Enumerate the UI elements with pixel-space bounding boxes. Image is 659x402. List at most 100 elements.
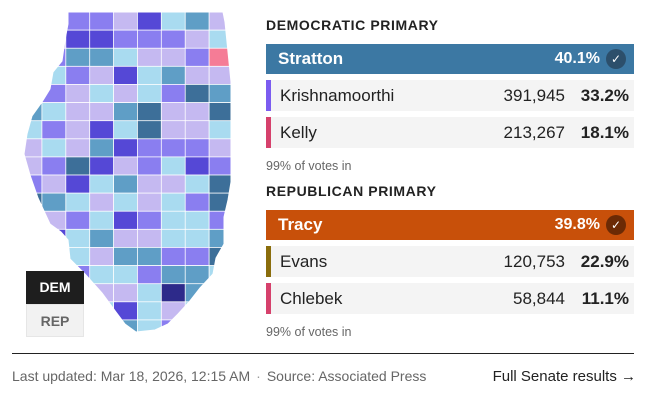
county-shape[interactable]: [184, 174, 210, 194]
county-shape[interactable]: [41, 246, 67, 267]
county-shape[interactable]: [160, 47, 186, 67]
county-shape[interactable]: [160, 12, 186, 31]
county-shape[interactable]: [41, 120, 67, 140]
county-shape[interactable]: [65, 156, 91, 176]
county-shape[interactable]: [160, 138, 186, 158]
county-shape[interactable]: [41, 138, 67, 158]
county-shape[interactable]: [41, 192, 67, 212]
county-shape[interactable]: [89, 65, 115, 85]
county-shape[interactable]: [137, 102, 162, 122]
county-shape[interactable]: [41, 65, 67, 85]
county-shape[interactable]: [41, 156, 67, 176]
county-shape[interactable]: [89, 265, 115, 285]
county-shape[interactable]: [160, 29, 186, 49]
county-shape[interactable]: [89, 174, 115, 194]
county-shape[interactable]: [184, 138, 210, 158]
county-shape[interactable]: [18, 84, 43, 104]
county-shape[interactable]: [18, 29, 43, 49]
county-shape[interactable]: [137, 228, 162, 249]
county-shape[interactable]: [18, 156, 43, 176]
county-shape[interactable]: [160, 228, 186, 249]
county-shape[interactable]: [65, 84, 91, 104]
county-shape[interactable]: [65, 102, 91, 122]
county-shape[interactable]: [113, 120, 139, 140]
county-shape[interactable]: [137, 246, 162, 267]
county-shape[interactable]: [113, 228, 139, 249]
county-shape[interactable]: [113, 84, 139, 104]
county-shape[interactable]: [137, 120, 162, 140]
county-shape[interactable]: [184, 65, 210, 85]
county-shape[interactable]: [184, 84, 210, 104]
county-shape[interactable]: [160, 283, 186, 303]
county-shape[interactable]: [137, 12, 162, 31]
county-shape[interactable]: [41, 174, 67, 194]
dem-toggle-button[interactable]: DEM: [26, 271, 84, 304]
county-shape[interactable]: [65, 138, 91, 158]
county-shape[interactable]: [113, 12, 139, 31]
county-shape[interactable]: [208, 102, 233, 122]
county-shape[interactable]: [137, 29, 162, 49]
county-shape[interactable]: [113, 301, 139, 321]
county-shape[interactable]: [89, 210, 115, 230]
rep-toggle-button[interactable]: REP: [26, 304, 84, 337]
county-shape[interactable]: [184, 29, 210, 49]
county-shape[interactable]: [184, 156, 210, 176]
county-shape[interactable]: [184, 47, 210, 67]
county-shape[interactable]: [184, 319, 210, 338]
county-shape[interactable]: [65, 29, 91, 49]
county-shape[interactable]: [208, 228, 233, 249]
county-shape[interactable]: [160, 265, 186, 285]
county-shape[interactable]: [89, 29, 115, 49]
county-shape[interactable]: [137, 210, 162, 230]
county-shape[interactable]: [18, 192, 43, 212]
county-shape[interactable]: [208, 29, 233, 49]
county-shape[interactable]: [208, 301, 233, 321]
county-shape[interactable]: [65, 192, 91, 212]
county-shape[interactable]: [160, 174, 186, 194]
county-shape[interactable]: [184, 246, 210, 267]
county-shape[interactable]: [41, 12, 67, 31]
county-shape[interactable]: [184, 210, 210, 230]
county-shape[interactable]: [184, 301, 210, 321]
county-map-svg[interactable]: [18, 12, 233, 338]
county-shape[interactable]: [65, 47, 91, 67]
county-shape[interactable]: [184, 12, 210, 31]
county-shape[interactable]: [89, 102, 115, 122]
county-shape[interactable]: [208, 84, 233, 104]
county-shape[interactable]: [137, 283, 162, 303]
county-shape[interactable]: [137, 84, 162, 104]
county-shape[interactable]: [137, 138, 162, 158]
county-shape[interactable]: [41, 29, 67, 49]
county-shape[interactable]: [113, 156, 139, 176]
county-shape[interactable]: [113, 102, 139, 122]
county-shape[interactable]: [113, 283, 139, 303]
county-shape[interactable]: [18, 210, 43, 230]
party-toggle[interactable]: DEM REP: [26, 271, 84, 337]
county-shape[interactable]: [113, 192, 139, 212]
county-shape[interactable]: [160, 301, 186, 321]
county-shape[interactable]: [41, 84, 67, 104]
county-shape[interactable]: [18, 174, 43, 194]
county-shape[interactable]: [18, 228, 43, 249]
county-shape[interactable]: [208, 138, 233, 158]
county-shape[interactable]: [113, 174, 139, 194]
county-shape[interactable]: [184, 102, 210, 122]
county-shape[interactable]: [41, 102, 67, 122]
county-shape[interactable]: [113, 265, 139, 285]
county-shape[interactable]: [18, 246, 43, 267]
county-shape[interactable]: [113, 29, 139, 49]
county-shape[interactable]: [18, 12, 43, 31]
county-shape[interactable]: [184, 228, 210, 249]
county-shape[interactable]: [160, 65, 186, 85]
county-shape[interactable]: [137, 265, 162, 285]
county-shape[interactable]: [65, 228, 91, 249]
county-shape[interactable]: [113, 210, 139, 230]
county-shape[interactable]: [137, 301, 162, 321]
full-senate-results-link[interactable]: Full Senate results →: [492, 368, 636, 385]
county-shape[interactable]: [137, 65, 162, 85]
county-shape[interactable]: [160, 120, 186, 140]
county-shape[interactable]: [160, 102, 186, 122]
county-shape[interactable]: [113, 65, 139, 85]
county-shape[interactable]: [89, 228, 115, 249]
county-shape[interactable]: [160, 84, 186, 104]
